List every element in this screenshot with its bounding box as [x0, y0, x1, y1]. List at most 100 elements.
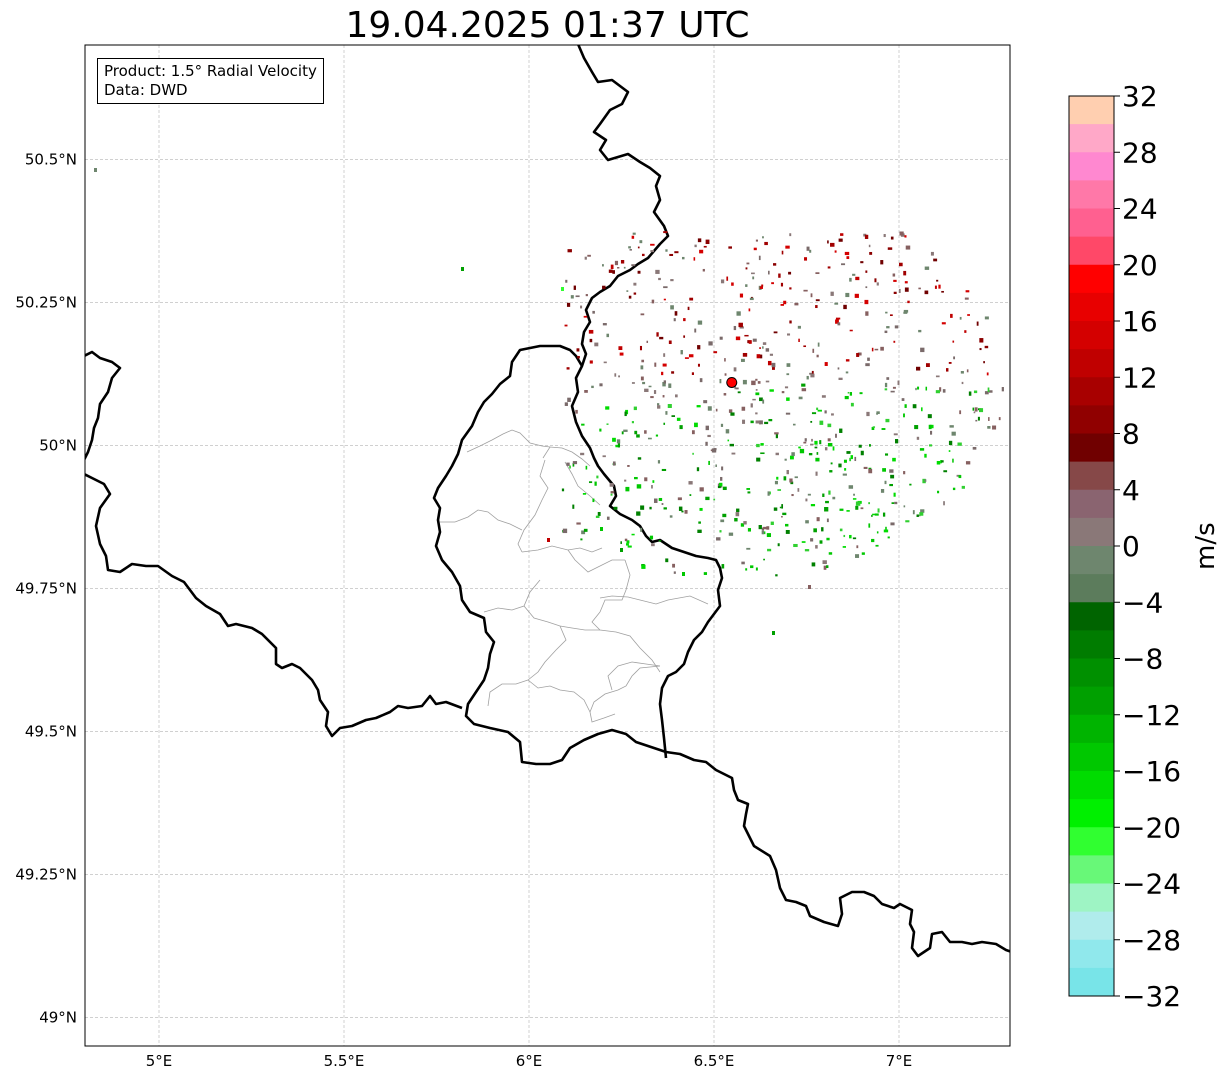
radar-echo-pixel — [654, 362, 657, 367]
colorbar-tick-label: 4 — [1122, 474, 1140, 507]
radar-echo-pixel — [824, 507, 829, 512]
radar-echo-pixel — [819, 540, 823, 544]
radar-echo-pixel — [904, 235, 907, 238]
radar-echo-pixel — [987, 387, 990, 392]
radar-echo-pixel — [858, 444, 862, 448]
radar-echo-pixel — [903, 309, 909, 313]
radar-echo-pixel — [975, 419, 978, 422]
radar-echo-pixel — [961, 381, 964, 385]
radar-echo-pixel — [920, 509, 925, 513]
radar-echo-pixel — [884, 330, 888, 334]
radar-echo-pixel — [694, 422, 698, 428]
radar-echo-pixel — [703, 572, 708, 575]
colorbar-tick-label: −12 — [1122, 699, 1181, 732]
radar-echo-pixel — [572, 462, 575, 467]
radar-echo-pixel — [942, 389, 946, 393]
colorbar-segment — [1069, 714, 1114, 744]
radar-echo-pixel — [907, 300, 910, 304]
radar-echo-pixel — [838, 463, 842, 468]
radar-echo-pixel — [819, 420, 824, 425]
radar-echo-pixel — [615, 444, 620, 448]
radar-echo-pixel — [644, 477, 648, 482]
radar-echo-pixel — [773, 331, 778, 334]
radar-echo-pixel — [827, 438, 831, 442]
radar-echo-pixel — [689, 297, 694, 301]
radar-echo-pixel — [785, 529, 790, 534]
radar-echo-pixel — [864, 234, 869, 239]
radar-echo-pixel — [803, 441, 807, 444]
radar-echo-pixel — [815, 272, 820, 275]
radar-echo-pixel — [592, 310, 595, 314]
radar-echo-pixel — [948, 440, 953, 446]
radar-echo-pixel — [798, 338, 800, 342]
radar-echo-pixel — [797, 325, 801, 329]
radar-echo-pixel — [905, 245, 911, 250]
radar-echo-pixel — [624, 411, 627, 417]
radar-echo-pixel — [849, 277, 852, 282]
radar-echo-pixel — [589, 338, 593, 343]
radar-echo-pixel — [583, 315, 588, 318]
radar-echo-pixel — [702, 268, 705, 272]
radar-echo-pixel — [580, 538, 583, 541]
radar-echo-pixel — [640, 313, 645, 316]
radar-echo-pixel — [811, 370, 814, 375]
radar-echo-pixel — [924, 266, 930, 270]
radar-echo-pixel — [935, 375, 940, 378]
radar-echo-pixel — [461, 267, 464, 271]
radar-echo-pixel — [826, 537, 830, 541]
radar-echo-pixel — [797, 488, 800, 492]
radar-echo-pixel — [725, 429, 730, 434]
radar-echo-pixel — [696, 467, 700, 472]
radar-echo-pixel — [775, 452, 779, 456]
radar-echo-pixel — [789, 478, 793, 483]
radar-echo-pixel — [810, 420, 813, 423]
radar-echo-pixel — [738, 322, 743, 328]
radar-echo-pixel — [843, 534, 846, 538]
colorbar-segment — [1069, 152, 1114, 181]
radar-echo-pixel — [856, 353, 860, 357]
radar-echo-pixel — [755, 392, 760, 396]
radar-echo-pixel — [950, 313, 953, 318]
radar-echo-pixel — [693, 257, 696, 261]
radar-echo-pixel — [812, 348, 815, 353]
radar-echo-pixel — [807, 493, 811, 496]
radar-echo-pixel — [868, 502, 871, 505]
radar-echo-pixel — [572, 461, 578, 465]
radar-echo-pixel — [852, 273, 856, 276]
border-france-germany — [665, 750, 1010, 958]
radar-echo-pixel — [917, 386, 920, 390]
radar-echo-pixel — [655, 269, 660, 274]
radar-echo-pixel — [624, 538, 628, 542]
radar-echo-pixel — [633, 282, 637, 286]
radar-echo-pixel — [694, 244, 697, 248]
radar-echo-pixel — [811, 562, 816, 567]
radar-echo-pixel — [697, 363, 700, 367]
radar-echo-pixel — [808, 585, 811, 589]
radar-echo-pixel — [588, 481, 593, 484]
radar-echo-pixel — [640, 527, 643, 532]
radar-echo-pixel — [815, 457, 820, 462]
radar-echo-pixel — [918, 287, 921, 290]
radar-echo-pixel — [673, 571, 676, 574]
radar-echo-pixel — [916, 514, 919, 517]
radar-echo-pixel — [824, 447, 828, 451]
radar-echo-pixel — [673, 318, 676, 322]
radar-echo-pixel — [845, 292, 850, 298]
radar-echo-pixel — [641, 564, 646, 569]
radar-echo-pixel — [825, 500, 829, 504]
radar-echo-pixel — [699, 507, 703, 511]
radar-echo-pixel — [651, 299, 655, 304]
radar-echo-pixel — [864, 299, 869, 305]
radar-echo-pixel — [951, 431, 956, 436]
radar-echo-pixel — [727, 439, 730, 442]
radar-echo-pixel — [705, 496, 710, 501]
radar-echo-pixel — [876, 282, 879, 286]
radar-echo-pixel — [739, 326, 744, 329]
radar-echo-pixel — [845, 371, 849, 374]
radar-echo-pixel — [779, 506, 782, 509]
radar-echo-pixel — [735, 512, 740, 517]
radar-echo-pixel — [883, 234, 886, 238]
radar-echo-pixel — [852, 498, 857, 500]
radar-echo-pixel — [775, 574, 778, 577]
radar-echo-pixel — [946, 368, 949, 372]
